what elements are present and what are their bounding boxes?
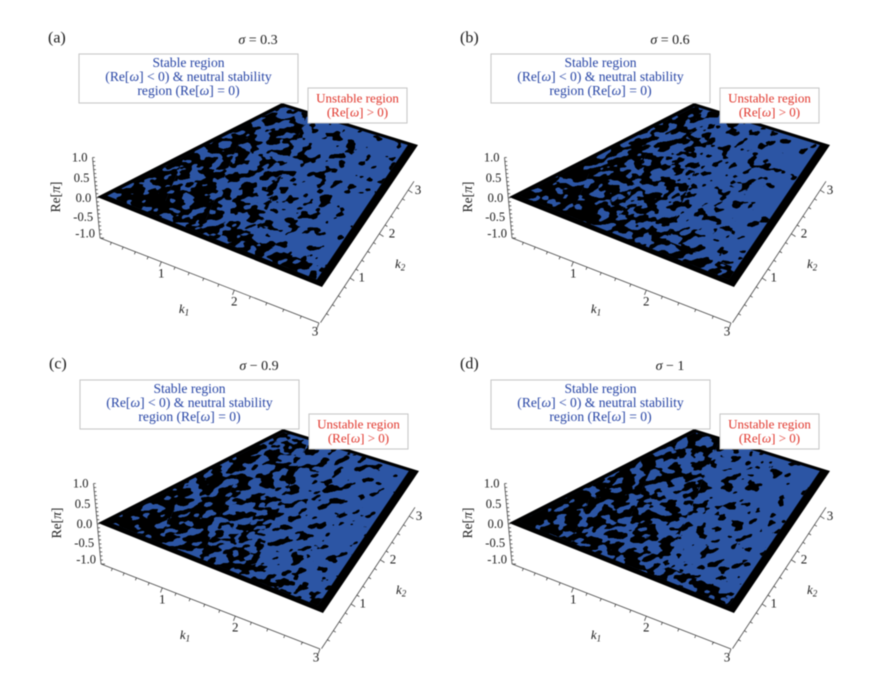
svg-text:1: 1 — [771, 596, 778, 611]
svg-text:0.0: 0.0 — [488, 191, 504, 205]
svg-text:(Re[ω] < 0) & neutral stabilit: (Re[ω] < 0) & neutral stability — [106, 395, 273, 411]
svg-text:Re[π]: Re[π] — [460, 182, 475, 213]
svg-text:2: 2 — [390, 552, 397, 567]
svg-text:Re[π]: Re[π] — [460, 508, 475, 539]
svg-text:-0.5: -0.5 — [485, 210, 505, 224]
svg-text:(Re[ω] < 0) & neutral stabilit: (Re[ω] < 0) & neutral stability — [517, 395, 684, 411]
svg-text:k2: k2 — [395, 256, 406, 273]
svg-text:region (Re[ω] = 0): region (Re[ω] = 0) — [137, 83, 239, 99]
svg-text:region (Re[ω] = 0): region (Re[ω] = 0) — [549, 409, 651, 425]
svg-text:Re[π]: Re[π] — [48, 182, 63, 213]
svg-text:σ = 0.3: σ = 0.3 — [238, 33, 277, 48]
svg-text:-0.5: -0.5 — [485, 536, 505, 550]
svg-text:1: 1 — [570, 265, 577, 280]
svg-text:σ − 0.9: σ − 0.9 — [239, 359, 278, 374]
svg-text:3: 3 — [415, 182, 422, 197]
svg-text:3: 3 — [827, 182, 834, 197]
svg-text:2: 2 — [643, 294, 650, 309]
svg-text:(b): (b) — [460, 30, 479, 47]
svg-text:1.0: 1.0 — [484, 477, 500, 491]
svg-text:Re[π]: Re[π] — [49, 508, 64, 539]
svg-text:1: 1 — [360, 596, 367, 611]
svg-text:1.0: 1.0 — [484, 151, 500, 165]
svg-text:region (Re[ω] = 0): region (Re[ω] = 0) — [549, 83, 651, 99]
svg-text:Stable region: Stable region — [564, 381, 636, 396]
svg-text:Stable region: Stable region — [564, 55, 636, 70]
svg-text:-1.0: -1.0 — [487, 227, 507, 241]
svg-text:2: 2 — [801, 552, 808, 567]
svg-text:0.0: 0.0 — [77, 517, 93, 531]
svg-text:3: 3 — [416, 508, 423, 523]
svg-text:k2: k2 — [396, 582, 407, 599]
svg-text:-1.0: -1.0 — [76, 553, 96, 567]
svg-text:(Re[ω] < 0) & neutral stabilit: (Re[ω] < 0) & neutral stability — [517, 69, 684, 85]
svg-text:Stable region: Stable region — [153, 381, 225, 396]
svg-text:(d): (d) — [460, 356, 479, 373]
svg-text:σ = 0.6: σ = 0.6 — [650, 33, 689, 48]
svg-text:(Re[ω] > 0): (Re[ω] > 0) — [327, 105, 388, 120]
svg-text:2: 2 — [232, 620, 239, 635]
svg-text:(Re[ω] > 0): (Re[ω] > 0) — [739, 431, 800, 446]
svg-text:0.0: 0.0 — [488, 517, 504, 531]
svg-text:0.5: 0.5 — [486, 497, 502, 511]
svg-text:k2: k2 — [807, 256, 818, 273]
svg-text:Unstable region: Unstable region — [728, 90, 811, 105]
svg-text:(c): (c) — [49, 356, 67, 373]
svg-text:k1: k1 — [179, 301, 189, 318]
svg-text:2: 2 — [643, 620, 650, 635]
svg-text:0.5: 0.5 — [74, 171, 90, 185]
svg-text:2: 2 — [801, 226, 808, 241]
svg-text:1: 1 — [570, 591, 577, 606]
svg-text:(Re[ω] < 0) & neutral stabilit: (Re[ω] < 0) & neutral stability — [105, 69, 272, 85]
svg-text:region (Re[ω] = 0): region (Re[ω] = 0) — [138, 409, 240, 425]
svg-text:1.0: 1.0 — [73, 477, 89, 491]
svg-text:0.0: 0.0 — [76, 191, 92, 205]
svg-text:k1: k1 — [591, 627, 601, 644]
svg-text:3: 3 — [827, 508, 834, 523]
svg-text:-0.5: -0.5 — [74, 536, 94, 550]
svg-text:3: 3 — [313, 650, 320, 665]
svg-text:Stable region: Stable region — [152, 55, 224, 70]
svg-text:(a): (a) — [48, 30, 66, 47]
svg-text:3: 3 — [724, 324, 731, 339]
svg-text:k1: k1 — [180, 627, 190, 644]
svg-text:(Re[ω] > 0): (Re[ω] > 0) — [739, 105, 800, 120]
svg-text:3: 3 — [312, 324, 319, 339]
svg-text:1: 1 — [159, 591, 166, 606]
svg-text:0.5: 0.5 — [486, 171, 502, 185]
svg-text:1: 1 — [158, 265, 165, 280]
svg-text:3: 3 — [724, 650, 731, 665]
svg-text:2: 2 — [231, 294, 238, 309]
svg-text:Unstable region: Unstable region — [728, 416, 811, 431]
svg-text:Unstable region: Unstable region — [317, 416, 400, 431]
svg-text:-1.0: -1.0 — [75, 227, 95, 241]
svg-text:-1.0: -1.0 — [487, 553, 507, 567]
svg-text:2: 2 — [389, 226, 396, 241]
svg-text:1: 1 — [771, 270, 778, 285]
svg-text:1: 1 — [359, 270, 366, 285]
svg-text:Unstable region: Unstable region — [316, 90, 399, 105]
svg-text:k1: k1 — [591, 301, 601, 318]
svg-text:-0.5: -0.5 — [73, 210, 93, 224]
svg-text:(Re[ω] > 0): (Re[ω] > 0) — [328, 431, 389, 446]
svg-text:k2: k2 — [807, 582, 818, 599]
svg-text:σ − 1: σ − 1 — [656, 359, 685, 374]
svg-text:0.5: 0.5 — [75, 497, 91, 511]
svg-text:1.0: 1.0 — [72, 151, 88, 165]
